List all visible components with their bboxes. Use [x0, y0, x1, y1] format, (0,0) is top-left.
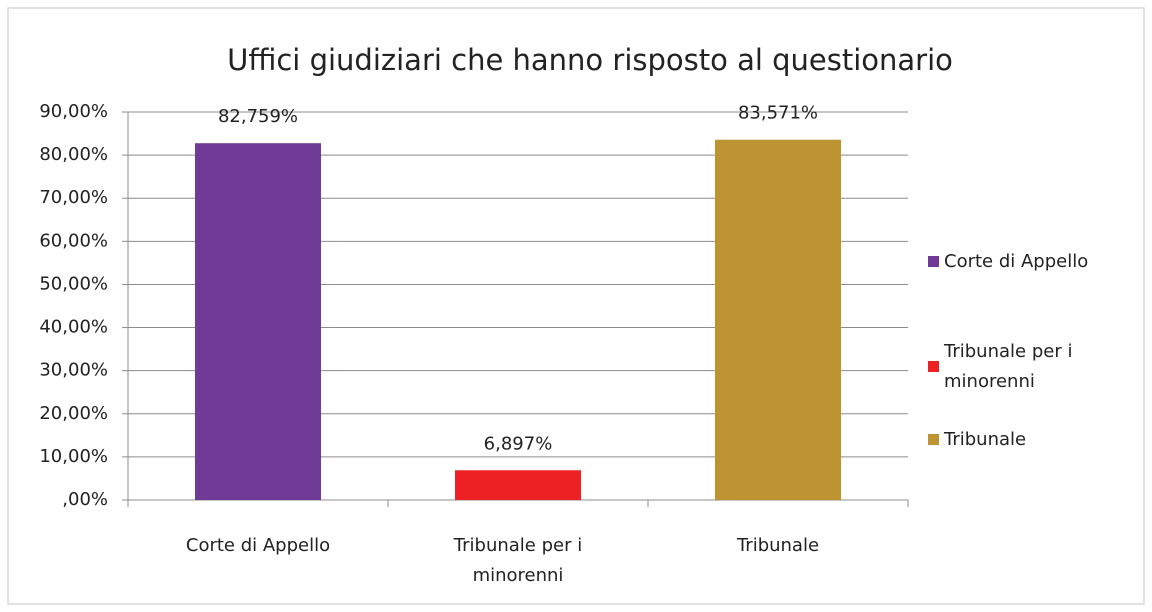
- y-tick-label: ,00%: [62, 489, 108, 510]
- x-tick-label: Tribunale: [736, 535, 820, 556]
- legend-label: Corte di Appello: [944, 251, 1089, 272]
- y-tick-label: 30,00%: [39, 360, 108, 381]
- x-tick-label: Tribunale per i minorenni: [453, 535, 583, 586]
- x-tick-label: Corte di Appello: [185, 535, 331, 556]
- legend-swatch: [928, 361, 939, 372]
- legend-label: Tribunale per i minorenni: [944, 341, 1073, 392]
- data-label: 6,897%: [484, 433, 553, 454]
- y-tick-label: 60,00%: [39, 230, 108, 251]
- data-label: 83,571%: [738, 103, 818, 124]
- y-tick-label: 40,00%: [39, 317, 108, 338]
- legend-swatch: [928, 434, 939, 445]
- y-tick-label: 20,00%: [39, 403, 108, 424]
- chart-frame: [7, 7, 1145, 605]
- data-label: 82,759%: [218, 106, 298, 127]
- bar: [195, 143, 321, 501]
- chart-title: Uffici giudiziari che hanno risposto al …: [227, 43, 953, 77]
- y-tick-label: 80,00%: [39, 144, 108, 165]
- y-tick-label: 70,00%: [39, 187, 108, 208]
- legend-swatch: [928, 256, 939, 267]
- y-tick-label: 10,00%: [39, 446, 108, 467]
- legend-label: Tribunale: [944, 429, 1027, 450]
- y-tick-label: 50,00%: [39, 273, 108, 294]
- bar: [455, 470, 581, 500]
- y-tick-label: 90,00%: [39, 101, 108, 122]
- bar: [715, 139, 841, 501]
